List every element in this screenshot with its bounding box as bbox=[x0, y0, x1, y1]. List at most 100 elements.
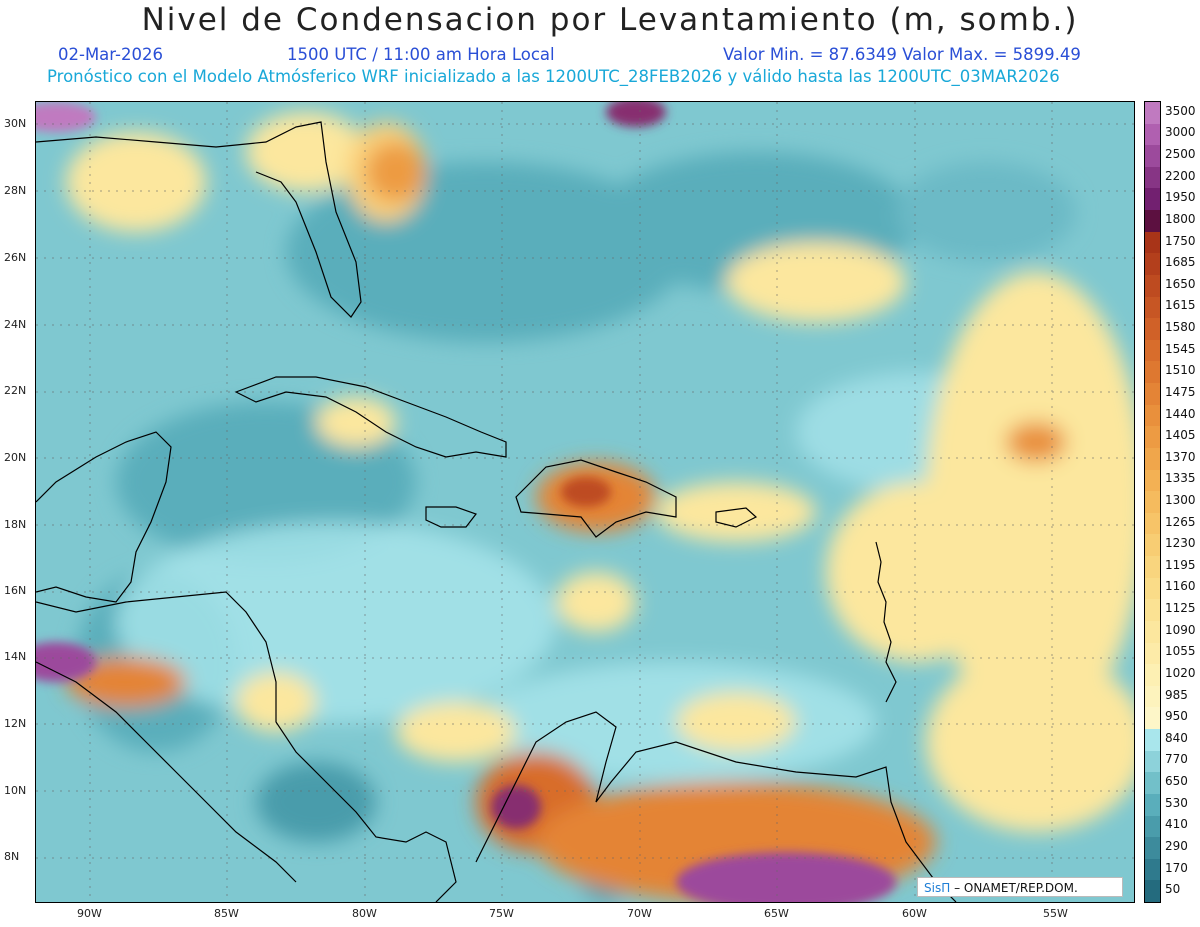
legend-swatch bbox=[1145, 729, 1160, 752]
lon-label: 70W bbox=[627, 907, 652, 920]
legend-swatch bbox=[1145, 707, 1160, 730]
lat-label: 18N bbox=[4, 518, 27, 531]
lat-label: 20N bbox=[4, 451, 27, 464]
lon-label: 60W bbox=[902, 907, 927, 920]
legend-swatch bbox=[1145, 318, 1160, 341]
value-range: Valor Min. = 87.6349 Valor Max. = 5899.4… bbox=[723, 45, 1081, 64]
color-scale bbox=[1144, 101, 1161, 903]
legend-swatch bbox=[1145, 404, 1160, 427]
legend-swatch bbox=[1145, 491, 1160, 514]
legend-label: 2200 bbox=[1165, 168, 1196, 183]
legend-swatch bbox=[1145, 837, 1160, 860]
legend-label: 50 bbox=[1165, 882, 1181, 897]
legend-swatch bbox=[1145, 188, 1160, 211]
legend-swatch bbox=[1145, 469, 1160, 492]
lon-label: 90W bbox=[77, 907, 102, 920]
legend-swatch bbox=[1145, 577, 1160, 600]
legend-label: 1090 bbox=[1165, 622, 1196, 637]
legend-swatch bbox=[1145, 123, 1160, 146]
legend-swatch bbox=[1145, 102, 1160, 125]
credit-text: – ONAMET/REP.DOM. bbox=[954, 881, 1078, 895]
valid-time: 1500 UTC / 11:00 am Hora Local bbox=[287, 45, 555, 64]
legend-label: 1230 bbox=[1165, 536, 1196, 551]
legend-swatch bbox=[1145, 599, 1160, 622]
legend-label: 1800 bbox=[1165, 211, 1196, 226]
lon-label: 75W bbox=[489, 907, 514, 920]
lcl-field bbox=[36, 102, 1134, 902]
legend-swatch bbox=[1145, 750, 1160, 773]
legend-swatch bbox=[1145, 383, 1160, 406]
legend-label: 410 bbox=[1165, 817, 1188, 832]
legend-label: 2500 bbox=[1165, 147, 1196, 162]
legend-swatch bbox=[1145, 339, 1160, 362]
lat-label: 14N bbox=[4, 650, 27, 663]
credit-box: SisΠ – ONAMET/REP.DOM. bbox=[917, 877, 1123, 897]
lon-label: 85W bbox=[214, 907, 239, 920]
lat-label: 22N bbox=[4, 384, 27, 397]
lon-label: 80W bbox=[352, 907, 377, 920]
legend-swatch bbox=[1145, 685, 1160, 708]
legend-label: 1405 bbox=[1165, 428, 1196, 443]
legend-swatch bbox=[1145, 512, 1160, 535]
lat-label: 26N bbox=[4, 251, 27, 264]
lat-label: 24N bbox=[4, 318, 27, 331]
lat-label: 12N bbox=[4, 717, 27, 730]
legend-label: 770 bbox=[1165, 752, 1188, 767]
legend-swatch bbox=[1145, 361, 1160, 384]
legend-label: 1475 bbox=[1165, 384, 1196, 399]
legend-label: 840 bbox=[1165, 730, 1188, 745]
legend-label: 1195 bbox=[1165, 557, 1196, 572]
legend-label: 650 bbox=[1165, 774, 1188, 789]
legend-label: 1370 bbox=[1165, 449, 1196, 464]
lat-label: 8N bbox=[4, 850, 20, 863]
legend-swatch bbox=[1145, 534, 1160, 557]
legend-swatch bbox=[1145, 772, 1160, 795]
legend-swatch bbox=[1145, 231, 1160, 254]
legend-swatch bbox=[1145, 210, 1160, 233]
legend-label: 1580 bbox=[1165, 320, 1196, 335]
map-title: Nivel de Condensacion por Levantamiento … bbox=[141, 2, 1079, 38]
legend-swatch bbox=[1145, 426, 1160, 449]
lcl-map bbox=[35, 101, 1135, 903]
legend-label: 1300 bbox=[1165, 493, 1196, 507]
legend-swatch bbox=[1145, 815, 1160, 838]
sistpi-logo: SisΠ bbox=[924, 881, 951, 895]
legend-swatch bbox=[1145, 620, 1160, 644]
legend-label: 1750 bbox=[1165, 233, 1196, 248]
lat-label: 30N bbox=[4, 117, 27, 130]
legend-label: 985 bbox=[1165, 687, 1188, 702]
lat-label: 28N bbox=[4, 184, 27, 197]
legend-swatch bbox=[1145, 556, 1160, 579]
legend-swatch bbox=[1145, 274, 1160, 298]
legend-label: 1545 bbox=[1165, 341, 1196, 356]
forecast-info: Pronóstico con el Modelo Atmósferico WRF… bbox=[47, 67, 1060, 86]
legend-label: 3000 bbox=[1165, 125, 1196, 140]
legend-label: 1055 bbox=[1165, 644, 1196, 659]
legend-label: 1160 bbox=[1165, 579, 1196, 594]
lon-label: 55W bbox=[1043, 907, 1068, 920]
legend-label: 1510 bbox=[1165, 363, 1196, 378]
lat-label: 16N bbox=[4, 584, 27, 597]
legend-label: 3500 bbox=[1165, 103, 1196, 118]
lon-label: 65W bbox=[764, 907, 789, 920]
legend-swatch bbox=[1145, 664, 1160, 687]
legend-swatch bbox=[1145, 145, 1160, 168]
legend-label: 1650 bbox=[1165, 276, 1196, 291]
legend-label: 290 bbox=[1165, 838, 1188, 853]
legend-label: 170 bbox=[1165, 860, 1188, 875]
legend-label: 1020 bbox=[1165, 665, 1196, 680]
legend-swatch bbox=[1145, 166, 1160, 189]
legend-label: 1950 bbox=[1165, 190, 1196, 205]
legend-label: 1125 bbox=[1165, 601, 1196, 616]
legend-label: 1335 bbox=[1165, 471, 1196, 486]
lat-label: 10N bbox=[4, 784, 27, 797]
legend-swatch bbox=[1145, 793, 1160, 816]
legend-label: 530 bbox=[1165, 795, 1188, 810]
legend-swatch bbox=[1145, 642, 1160, 665]
legend-label: 1265 bbox=[1165, 514, 1196, 529]
legend-swatch bbox=[1145, 858, 1160, 881]
legend-swatch bbox=[1145, 447, 1160, 471]
legend-swatch bbox=[1145, 253, 1160, 276]
legend-label: 1440 bbox=[1165, 406, 1196, 421]
legend-label: 950 bbox=[1165, 709, 1188, 724]
